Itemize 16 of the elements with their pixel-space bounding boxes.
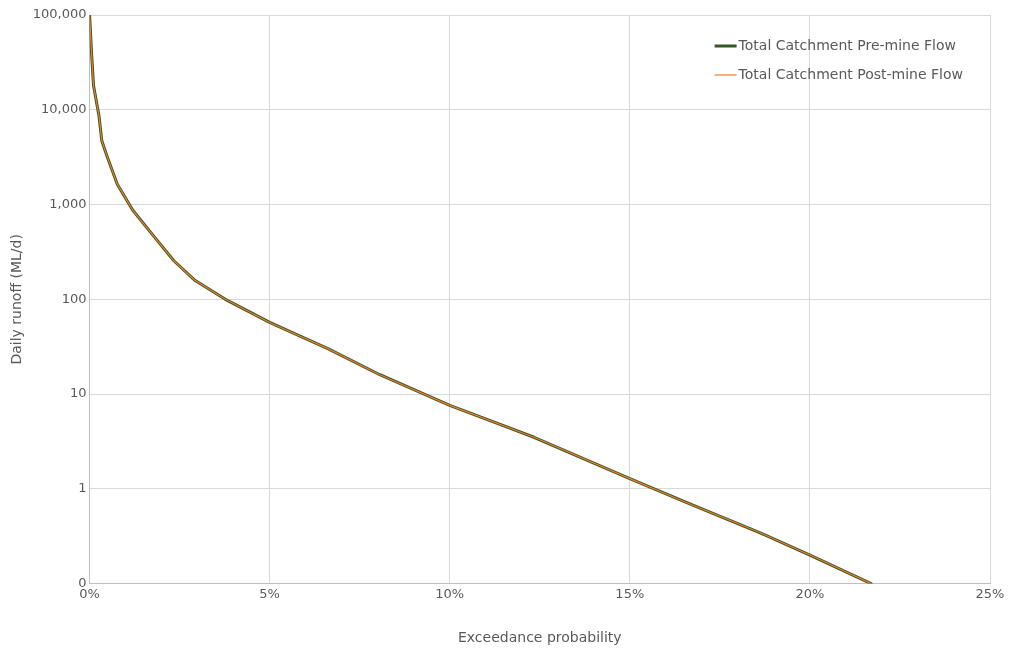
legend-label: Total Catchment Post-mine Flow bbox=[737, 65, 963, 82]
x-tick-label: 10% bbox=[435, 585, 465, 601]
y-tick-label: 1,000 bbox=[49, 195, 87, 211]
y-axis-title: Daily runoff (ML/d) bbox=[8, 234, 25, 365]
x-tick-label: 15% bbox=[615, 585, 645, 601]
y-tick-label: 10 bbox=[70, 385, 87, 401]
x-tick-label: 20% bbox=[795, 585, 825, 601]
x-tick-label: 25% bbox=[975, 585, 1005, 601]
y-tick-label: 1 bbox=[78, 480, 87, 496]
x-axis-title: Exceedance probability bbox=[457, 629, 622, 646]
y-tick-label: 0 bbox=[78, 574, 87, 590]
legend-label: Total Catchment Pre-mine Flow bbox=[737, 36, 956, 53]
y-tick-label: 100,000 bbox=[32, 6, 87, 22]
y-tick-label: 100 bbox=[61, 290, 87, 306]
y-tick-label: 10,000 bbox=[41, 101, 87, 117]
x-tick-label: 5% bbox=[259, 585, 280, 601]
